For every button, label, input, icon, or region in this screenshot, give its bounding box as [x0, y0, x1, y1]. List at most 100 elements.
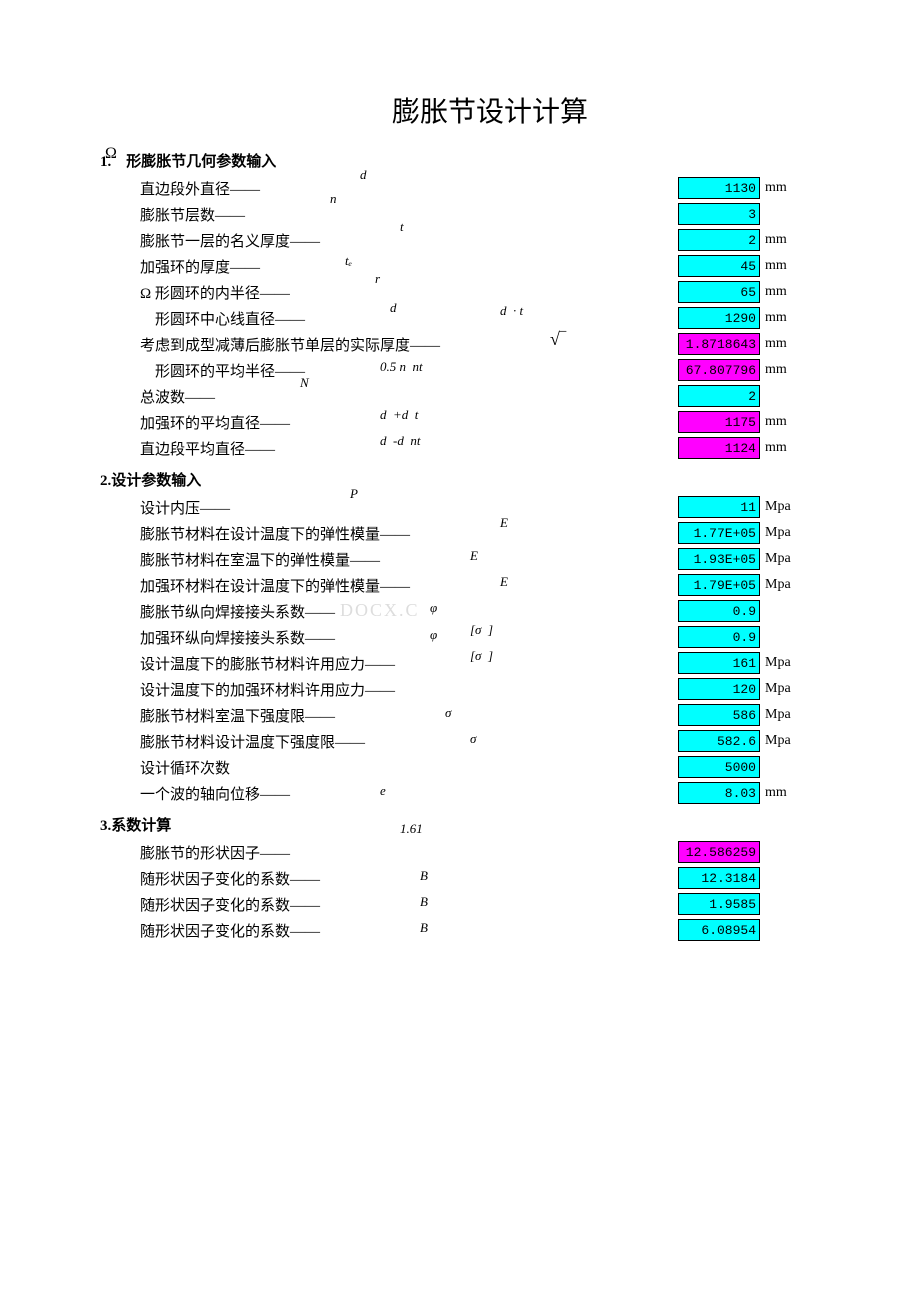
section3-header: 3.系数计算 [100, 814, 820, 835]
value-cell[interactable]: 1175 [678, 411, 760, 433]
param-symbol: B [420, 868, 428, 884]
param-row: 设计温度下的加强环材料许用应力——120Mpa [100, 676, 820, 702]
param-row: 设计循环次数 5000 [100, 754, 820, 780]
value-cell[interactable]: 8.03 [678, 782, 760, 804]
param-symbol: E [500, 515, 508, 531]
param-symbol: d -d nt [380, 433, 420, 449]
value-cell[interactable]: 2 [678, 229, 760, 251]
unit-label: mm [765, 414, 800, 430]
param-row: 设计内压——P11Mpa [100, 494, 820, 520]
unit-label: mm [765, 440, 800, 456]
param-row: 随形状因子变化的系数——B1.9585 [100, 891, 820, 917]
param-label: 膨胀节材料在设计温度下的弹性模量—— [140, 523, 410, 544]
unit-label: Mpa [765, 655, 800, 671]
value-cell[interactable]: 12.3184 [678, 867, 760, 889]
value-cell[interactable]: 3 [678, 203, 760, 225]
param-row: 考虑到成型减薄后膨胀节单层的实际厚度——√‾1.8718643mm [100, 331, 820, 357]
param-symbol: tₑ [345, 253, 352, 269]
value-cell[interactable]: 1.77E+05 [678, 522, 760, 544]
value-cell[interactable]: 1.79E+05 [678, 574, 760, 596]
param-label: 膨胀节材料在室温下的弹性模量—— [140, 549, 380, 570]
param-row: 膨胀节材料室温下强度限——σ586Mpa [100, 702, 820, 728]
param-symbol: σ [470, 731, 476, 747]
param-symbol: r [375, 271, 380, 287]
coef-extra-symbol: 1.61 [400, 821, 423, 837]
param-symbol: σ [445, 705, 451, 721]
param-row: 膨胀节层数——n3 [100, 201, 820, 227]
param-row: 加强环的平均直径——d +d t1175mm [100, 409, 820, 435]
value-cell[interactable]: 6.08954 [678, 919, 760, 941]
value-cell[interactable]: 1.9585 [678, 893, 760, 915]
value-cell[interactable]: 120 [678, 678, 760, 700]
param-label: 直边段平均直径—— [140, 438, 275, 459]
param-symbol: 0.5 n nt [380, 359, 423, 375]
param-row: 随形状因子变化的系数——B6.08954 [100, 917, 820, 943]
unit-label: mm [765, 310, 800, 326]
unit-label: mm [765, 180, 800, 196]
page-title: 膨胀节设计计算 [160, 90, 820, 130]
param-symbol: E [500, 574, 508, 590]
section2-header: 2.设计参数输入 [100, 469, 820, 490]
value-cell[interactable]: 2 [678, 385, 760, 407]
param-row: 膨胀节材料设计温度下强度限——σ582.6Mpa [100, 728, 820, 754]
param-symbol: φ [430, 627, 437, 643]
sqrt-symbol: √‾ [550, 329, 566, 350]
omega-symbol: Ω [105, 145, 117, 163]
param-symbol: t [400, 219, 404, 235]
value-cell[interactable]: 12.586259 [678, 841, 760, 863]
param-label: 设计温度下的膨胀节材料许用应力—— [140, 653, 395, 674]
param-label: 随形状因子变化的系数—— [140, 868, 320, 889]
value-cell[interactable]: 586 [678, 704, 760, 726]
value-cell[interactable]: 1.8718643 [678, 333, 760, 355]
param-label: 膨胀节层数—— [140, 204, 245, 225]
param-label: 膨胀节的形状因子—— [140, 842, 290, 863]
value-cell[interactable]: 11 [678, 496, 760, 518]
param-symbol: B [420, 920, 428, 936]
param-row: 直边段外直径——d1130mm [100, 175, 820, 201]
param-label: 加强环的厚度—— [140, 256, 260, 277]
param-row: 直边段平均直径—— d -d nt 1124 mm [100, 435, 820, 461]
param-label: 加强环纵向焊接接头系数—— [140, 627, 335, 648]
param-row: 膨胀节材料在室温下的弹性模量——E1.93E+05Mpa [100, 546, 820, 572]
value-cell[interactable]: 67.807796 [678, 359, 760, 381]
param-row: 随形状因子变化的系数—— B 12.3184 [100, 865, 820, 891]
param-label: 设计温度下的加强环材料许用应力—— [140, 679, 395, 700]
value-cell[interactable]: 65 [678, 281, 760, 303]
param-label: 加强环材料在设计温度下的弹性模量—— [140, 575, 410, 596]
param-symbol: P [350, 486, 358, 502]
param-row: 加强环纵向焊接接头系数—— φ [σ ] 0.9 [100, 624, 820, 650]
unit-label: mm [765, 284, 800, 300]
unit-label: mm [765, 785, 800, 801]
value-cell[interactable]: 1.93E+05 [678, 548, 760, 570]
param-symbol: φ [430, 600, 437, 616]
param-row: Ω 形圆环的内半径——r65mm [100, 279, 820, 305]
param-symbol: B [420, 894, 428, 910]
param-label: 直边段外直径—— [140, 178, 260, 199]
param-row: 膨胀节材料在设计温度下的弹性模量——E1.77E+05Mpa [100, 520, 820, 546]
unit-label: Mpa [765, 733, 800, 749]
value-cell[interactable]: 161 [678, 652, 760, 674]
value-cell[interactable]: 45 [678, 255, 760, 277]
param-label: 总波数—— [140, 386, 215, 407]
value-cell[interactable]: 0.9 [678, 600, 760, 622]
value-cell[interactable]: 1290 [678, 307, 760, 329]
param-symbol: d +d t [380, 407, 418, 423]
value-cell[interactable]: 1124 [678, 437, 760, 459]
param-row: 膨胀节一层的名义厚度——t2mm [100, 227, 820, 253]
unit-label: mm [765, 258, 800, 274]
param-symbol: N [300, 375, 309, 391]
param-row: 设计温度下的膨胀节材料许用应力——[σ ]161Mpa [100, 650, 820, 676]
value-cell[interactable]: 582.6 [678, 730, 760, 752]
param-symbol: e [380, 783, 386, 799]
value-cell[interactable]: 1130 [678, 177, 760, 199]
param-label: 设计循环次数 [140, 757, 230, 778]
param-row: 膨胀节的形状因子—— 12.586259 [100, 839, 820, 865]
param-row: 形圆环中心线直径——dd · t1290mm [100, 305, 820, 331]
value-cell[interactable]: 0.9 [678, 626, 760, 648]
param-bracket-symbol: [σ ] [470, 622, 493, 638]
unit-label: mm [765, 232, 800, 248]
param-symbol: n [330, 191, 337, 207]
param-symbol: d [390, 300, 397, 316]
param-extra-symbol: d · t [500, 303, 523, 319]
value-cell[interactable]: 5000 [678, 756, 760, 778]
